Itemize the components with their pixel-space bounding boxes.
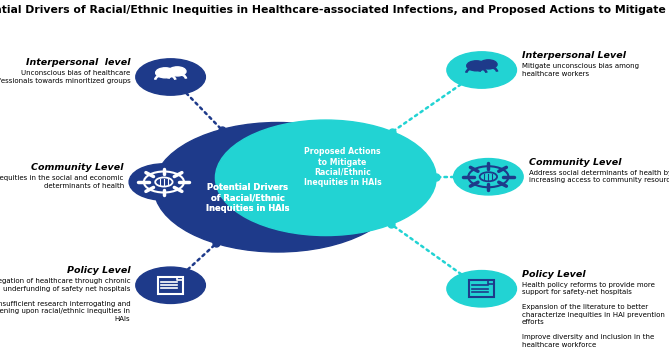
Circle shape <box>480 60 497 69</box>
Text: Community Level: Community Level <box>529 158 621 167</box>
Text: Potential Drivers
of Racial/Ethnic
Inequities in HAIs: Potential Drivers of Racial/Ethnic Inequ… <box>206 183 289 213</box>
Text: Policy Level: Policy Level <box>522 270 585 279</box>
Text: Unconscious bias of healthcare
professionals towards minoritized groups: Unconscious bias of healthcare professio… <box>0 70 130 84</box>
Text: Potential Drivers of Racial/Ethnic Inequities in Healthcare-associated Infection: Potential Drivers of Racial/Ethnic Inequ… <box>0 5 669 15</box>
Text: Interpersonal  level: Interpersonal level <box>26 58 130 67</box>
Circle shape <box>447 52 516 88</box>
Circle shape <box>215 120 436 236</box>
Circle shape <box>129 164 199 200</box>
Circle shape <box>136 267 205 303</box>
Text: Proposed Actions
to Mitigate
Racial/Ethnic
Inequities in HAIs: Proposed Actions to Mitigate Racial/Ethn… <box>304 147 381 187</box>
Text: Address social determinants of health by
increasing access to community resource: Address social determinants of health by… <box>529 170 669 183</box>
Text: Segregation of healthcare through chronic
underfunding of safety net hospitals

: Segregation of healthcare through chroni… <box>0 278 130 322</box>
Text: Policy Level: Policy Level <box>67 266 130 275</box>
Text: Interpersonal Level: Interpersonal Level <box>522 51 626 60</box>
Circle shape <box>154 122 401 252</box>
Text: Health policy reforms to provide more
support for safety-net hospitals

Expansio: Health policy reforms to provide more su… <box>522 282 665 348</box>
Circle shape <box>156 68 175 78</box>
Circle shape <box>169 67 186 76</box>
Circle shape <box>454 159 523 195</box>
Text: Community Level: Community Level <box>31 163 124 172</box>
Circle shape <box>447 271 516 307</box>
Circle shape <box>136 59 205 95</box>
Text: Mitigate unconscious bias among
healthcare workers: Mitigate unconscious bias among healthca… <box>522 63 639 77</box>
Text: Inequities in the social and economic
determinants of health: Inequities in the social and economic de… <box>0 175 124 189</box>
Circle shape <box>467 61 486 71</box>
Text: Potential Drivers
of Racial/Ethnic
Inequities in HAIs: Potential Drivers of Racial/Ethnic Inequ… <box>206 183 289 213</box>
